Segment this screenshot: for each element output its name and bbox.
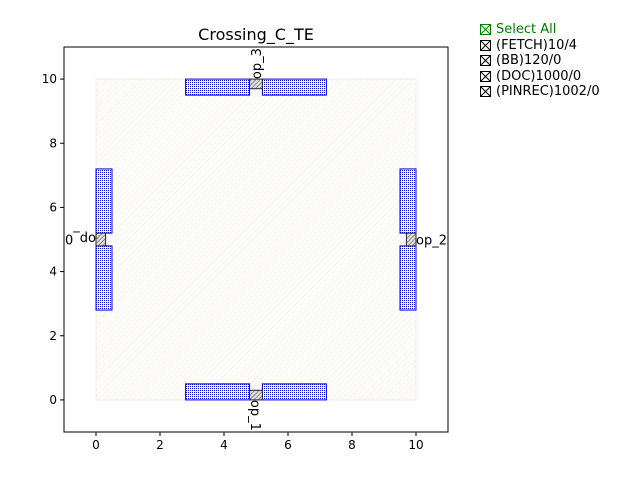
bb-region (95, 78, 417, 401)
legend-label: Select All (496, 22, 557, 37)
chart-title: Crossing_C_TE (198, 25, 314, 45)
checked-box-icon[interactable] (480, 55, 491, 67)
y-tick-label: 6 (49, 200, 57, 214)
x-tick-label: 2 (156, 438, 164, 452)
y-tick-label: 8 (49, 136, 57, 150)
checked-box-icon[interactable] (480, 24, 491, 36)
checked-box-icon[interactable] (480, 86, 491, 98)
x-tick-label: 6 (284, 438, 292, 452)
checked-box-icon[interactable] (480, 70, 491, 82)
legend-item-fetch[interactable]: (FETCH)10/4 (480, 38, 600, 54)
pin-hatch (249, 390, 263, 400)
legend-label: (DOC)1000/0 (496, 68, 582, 84)
doc-rect (185, 383, 251, 401)
pin-label: op_1 (247, 400, 262, 431)
x-tick-label: 8 (348, 438, 356, 452)
y-tick-label: 4 (49, 265, 57, 279)
pin-hatch (406, 233, 416, 246)
legend-item-pinrec[interactable]: (PINREC)1002/0 (480, 84, 600, 100)
doc-rect (399, 168, 417, 234)
pin-hatch (249, 79, 263, 89)
x-tick-label: 0 (92, 438, 100, 452)
legend-label: (BB)120/0 (496, 53, 562, 68)
legend-item-bb[interactable]: (BB)120/0 (480, 53, 600, 69)
x-tick-label: 4 (220, 438, 228, 452)
layer-legend: Select All (FETCH)10/4 (BB)120/0 (DOC)10… (480, 22, 600, 100)
doc-rect (399, 245, 417, 311)
doc-rect (261, 383, 327, 401)
legend-label: (FETCH)10/4 (496, 37, 578, 53)
legend-select-all[interactable]: Select All (480, 22, 600, 38)
doc-rect (261, 78, 327, 96)
legend-label: (PINREC)1002/0 (496, 84, 600, 99)
y-tick-label: 10 (42, 72, 57, 86)
pin-label: op_0 (65, 231, 96, 246)
doc-rect (95, 168, 113, 234)
x-tick-label: 10 (408, 438, 423, 452)
y-tick-label: 0 (49, 393, 57, 407)
pin-label: op_3 (250, 48, 265, 79)
pin-hatch (96, 233, 106, 246)
doc-rect (185, 78, 251, 96)
legend-item-doc[interactable]: (DOC)1000/0 (480, 69, 600, 85)
doc-rect (95, 245, 113, 311)
y-tick-label: 2 (49, 329, 57, 343)
checked-box-icon[interactable] (480, 39, 491, 51)
pin-label: op_2 (416, 234, 447, 249)
axes-frame (63, 46, 449, 433)
